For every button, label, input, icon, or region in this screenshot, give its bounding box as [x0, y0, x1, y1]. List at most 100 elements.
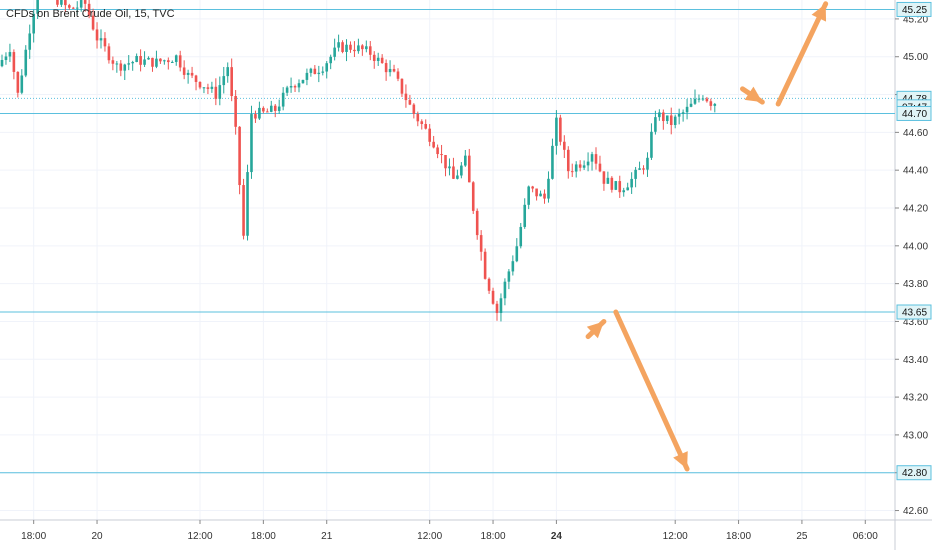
candle-body	[650, 131, 653, 158]
candle-body	[71, 7, 75, 9]
candle-body	[313, 68, 317, 75]
candle-body	[99, 38, 103, 41]
candle-body	[147, 57, 150, 60]
candle-body	[111, 60, 115, 64]
candle-body	[471, 182, 475, 211]
candle-body	[75, 7, 79, 9]
x-tick-label: 12:00	[663, 531, 688, 542]
y-tick-label: 44.20	[903, 204, 928, 215]
candle-body	[713, 103, 717, 106]
candle-body	[254, 114, 257, 119]
candle-body	[139, 56, 142, 65]
y-tick-label: 44.00	[903, 241, 928, 252]
candle-body	[87, 3, 91, 16]
candle-body	[460, 165, 463, 176]
candle-body	[218, 85, 222, 99]
candle-body	[646, 157, 649, 170]
price-tag	[896, 105, 932, 121]
arrow-head[interactable]	[586, 321, 604, 339]
arrow-shaft[interactable]	[775, 1, 829, 107]
chart-title: CFDs on Brent Crude Oil, 15, TVC	[6, 8, 175, 20]
candle-body	[79, 0, 83, 8]
candle-body	[416, 113, 420, 122]
price-tag-label: 44.70	[902, 109, 927, 120]
candle-body	[119, 63, 123, 71]
candle-body	[178, 55, 182, 68]
candle-body	[539, 193, 542, 197]
candle-body	[170, 61, 174, 63]
candle-body	[404, 93, 408, 101]
candle-body	[662, 112, 665, 122]
candle-body	[277, 106, 281, 111]
candle-body	[230, 67, 233, 97]
candle-body	[531, 186, 534, 189]
candle-body	[135, 56, 138, 62]
candle-body	[570, 171, 574, 173]
candle-body	[83, 0, 87, 4]
x-tick-label: 06:00	[853, 531, 878, 542]
candle-body	[440, 154, 443, 156]
x-tick-label: 12:00	[187, 531, 212, 542]
candle-body	[226, 67, 230, 77]
arrow-shaft[interactable]	[613, 309, 690, 472]
arrow-head[interactable]	[811, 3, 827, 22]
candle-body	[210, 86, 214, 89]
candle-body	[626, 187, 629, 191]
candle-body	[337, 42, 340, 48]
x-tick-label: 18:00	[481, 531, 506, 542]
candle-body	[412, 104, 416, 114]
candle-body	[689, 103, 693, 107]
candle-body	[361, 45, 364, 50]
candle-body	[186, 72, 190, 75]
candle-body	[618, 181, 622, 193]
candle-body	[64, 0, 67, 6]
candle-body	[559, 117, 562, 142]
candle-body	[590, 154, 594, 162]
y-tick-label: 42.60	[903, 506, 928, 517]
candle-body	[673, 116, 677, 126]
candle-body	[669, 115, 673, 126]
candle-body	[511, 261, 515, 272]
x-tick-label: 21	[321, 531, 333, 542]
candle-body	[329, 56, 332, 64]
candle-body	[701, 98, 705, 100]
candle-body	[353, 49, 356, 52]
x-tick-label: 24	[551, 531, 563, 542]
candle-body	[448, 166, 451, 169]
candle-body	[238, 126, 241, 186]
candle-body	[428, 128, 431, 142]
candle-body	[214, 86, 218, 99]
candle-body	[586, 161, 590, 166]
arrow-head[interactable]	[673, 451, 688, 469]
candle-body	[519, 226, 523, 247]
candle-body	[281, 92, 285, 107]
candle-body	[297, 83, 301, 88]
candle-body	[606, 177, 610, 184]
candle-body	[242, 185, 245, 236]
candle-body	[321, 71, 325, 73]
price-tag-label: 45.25	[902, 5, 927, 16]
x-tick-label: 25	[796, 531, 808, 542]
candle-body	[598, 163, 602, 172]
candle-body	[60, 0, 63, 5]
candle-body	[91, 15, 95, 30]
candle-body	[483, 251, 487, 279]
candle-body	[380, 57, 384, 64]
price-tag-label: 43.65	[902, 308, 927, 319]
candle-body	[16, 71, 20, 93]
candle-body	[20, 75, 24, 93]
candle-body	[8, 52, 12, 57]
candle-body	[151, 57, 154, 67]
candle-body	[705, 98, 709, 102]
candle-body	[408, 100, 412, 105]
candle-body	[622, 190, 626, 193]
candle-body	[28, 33, 32, 50]
y-tick-label: 44.40	[903, 166, 928, 177]
candle-body	[266, 111, 269, 113]
arrow-head[interactable]	[744, 86, 763, 103]
x-tick-label: 18:00	[251, 531, 276, 542]
candle-body	[262, 107, 265, 112]
candle-body	[222, 76, 226, 86]
